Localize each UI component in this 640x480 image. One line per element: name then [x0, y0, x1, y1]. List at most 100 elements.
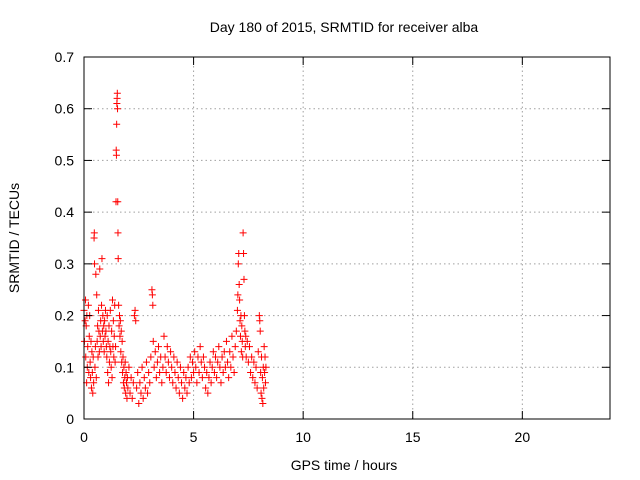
data-point [104, 337, 112, 345]
data-point [114, 229, 122, 237]
data-point [178, 379, 186, 387]
data-point [142, 358, 150, 366]
data-point [240, 312, 248, 320]
data-point [123, 379, 131, 387]
data-point [103, 353, 111, 361]
data-point [132, 317, 140, 325]
data-point [258, 394, 266, 402]
data-point [88, 368, 96, 376]
data-point [204, 389, 212, 397]
data-point [261, 353, 269, 361]
data-point [169, 379, 177, 387]
data-point [147, 353, 155, 361]
data-point [238, 322, 246, 330]
data-point [186, 353, 194, 361]
data-point [131, 306, 139, 314]
data-point [236, 317, 244, 325]
data-point [101, 317, 109, 325]
data-point [105, 379, 113, 387]
data-point [226, 348, 234, 356]
data-point [137, 389, 145, 397]
data-point [153, 358, 161, 366]
data-point [163, 343, 171, 351]
x-tick-label: 10 [295, 429, 311, 445]
x-axis-label: GPS time / hours [291, 457, 398, 473]
data-point [175, 389, 183, 397]
data-point [236, 296, 244, 304]
y-tick-label: 0.5 [55, 152, 75, 168]
data-point [115, 301, 123, 309]
data-point [256, 327, 264, 335]
data-point [149, 301, 157, 309]
data-point [138, 363, 146, 371]
data-point [88, 348, 96, 356]
data-point [208, 363, 216, 371]
data-point [94, 322, 102, 330]
data-point [91, 363, 99, 371]
data-point [198, 374, 206, 382]
data-point [109, 317, 117, 325]
data-point [171, 368, 179, 376]
data-point [240, 250, 248, 258]
data-point [117, 348, 125, 356]
data-point [90, 379, 98, 387]
data-point [96, 265, 104, 273]
data-point [249, 374, 257, 382]
data-point [87, 337, 95, 345]
data-point [212, 353, 219, 361]
data-point [261, 368, 269, 376]
data-point [232, 327, 240, 335]
data-point [260, 384, 268, 392]
data-point [107, 363, 115, 371]
data-point [179, 394, 187, 402]
data-point [222, 337, 230, 345]
data-points [80, 89, 270, 407]
data-point [191, 348, 199, 356]
y-tick-label: 0.7 [55, 49, 75, 65]
data-point [100, 348, 108, 356]
data-point [108, 327, 116, 335]
data-point [233, 306, 241, 314]
data-point [85, 332, 93, 340]
data-point [230, 368, 238, 376]
data-point [256, 317, 264, 325]
data-point [234, 260, 242, 268]
data-point [248, 353, 256, 361]
data-point [134, 368, 142, 376]
data-point [210, 368, 218, 376]
data-point [162, 368, 170, 376]
data-point [195, 368, 203, 376]
data-point [93, 337, 101, 345]
data-point [227, 363, 235, 371]
data-point [116, 317, 124, 325]
data-point [93, 291, 101, 299]
data-point [101, 332, 109, 340]
data-point [217, 379, 225, 387]
data-point [159, 363, 167, 371]
data-point [92, 270, 100, 278]
data-point [86, 358, 94, 366]
data-point [247, 368, 255, 376]
data-point [239, 229, 247, 237]
data-point [136, 379, 144, 387]
data-point [184, 363, 192, 371]
data-point [158, 379, 166, 387]
data-point [119, 353, 127, 361]
data-point [124, 384, 132, 392]
data-point [261, 379, 269, 387]
data-point [145, 368, 153, 376]
data-point [103, 312, 111, 320]
data-point [262, 363, 270, 371]
data-point [199, 353, 207, 361]
data-point [181, 384, 189, 392]
data-point [167, 348, 175, 356]
data-point [128, 394, 136, 402]
data-point [215, 343, 223, 351]
data-point [129, 379, 137, 387]
data-point [139, 394, 147, 402]
data-point [259, 399, 267, 407]
data-point [203, 368, 211, 376]
data-point [242, 332, 250, 340]
data-point [125, 363, 133, 371]
